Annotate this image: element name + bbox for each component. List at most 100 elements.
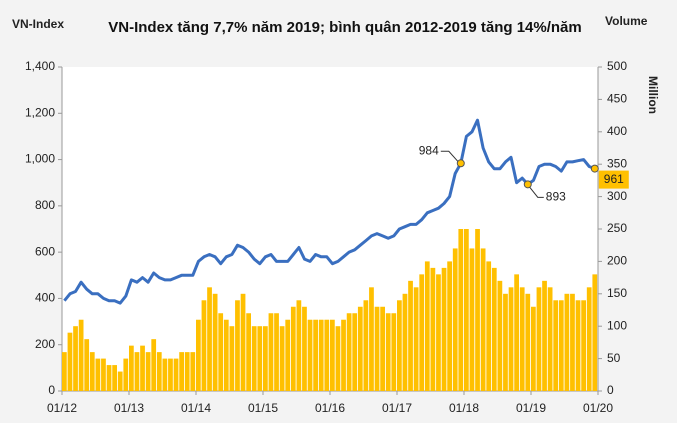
annotation-point <box>456 159 465 168</box>
volume-bar <box>581 300 586 391</box>
volume-bar <box>201 300 207 391</box>
volume-bar <box>352 313 358 391</box>
volume-bar <box>307 319 313 391</box>
y2-tick-label: 400 <box>607 124 627 138</box>
volume-bar <box>374 306 380 391</box>
volume-bar <box>385 313 391 391</box>
volume-bar <box>285 319 291 391</box>
y-tick-label: 1,000 <box>25 152 55 166</box>
volume-bar <box>531 306 536 391</box>
volume-bar <box>112 365 117 391</box>
volume-bar <box>408 280 413 391</box>
annotation-box <box>598 170 629 189</box>
volume-bar <box>218 313 224 391</box>
volume-bar <box>318 319 324 391</box>
y-tick-label: 1,400 <box>25 59 55 73</box>
volume-bar <box>419 274 425 391</box>
volume-bar <box>480 248 486 391</box>
volume-bar <box>296 300 302 391</box>
volume-bar <box>62 352 67 391</box>
volume-bar <box>475 229 480 391</box>
volume-bar <box>441 267 447 391</box>
y-tick-label: 1,200 <box>25 105 55 119</box>
y2-tick-label: 500 <box>607 59 627 73</box>
volume-bar <box>313 319 318 391</box>
index-line <box>63 118 596 305</box>
volume-bar <box>235 300 240 391</box>
volume-bar <box>145 352 151 391</box>
y2-axis-unit: Million <box>646 76 660 114</box>
x-tick-label: 01/17 <box>382 401 412 415</box>
volume-bar <box>212 293 218 391</box>
y-tick-label: 800 <box>35 198 55 212</box>
annotation-label: 984 <box>419 143 439 157</box>
volume-bar <box>151 339 157 391</box>
volume-bar <box>223 319 229 391</box>
y-tick-label: 600 <box>35 244 55 258</box>
volume-bar <box>263 326 268 391</box>
y2-tick-label: 0 <box>607 383 614 397</box>
volume-bar <box>335 326 341 391</box>
volume-bar <box>246 313 251 391</box>
x-tick-label: 01/15 <box>248 401 278 415</box>
volume-bar <box>196 319 201 391</box>
volume-bar <box>519 287 525 391</box>
volume-bar <box>536 287 542 391</box>
volume-bar <box>117 371 123 391</box>
volume-bar <box>101 358 106 391</box>
volume-bar <box>73 326 78 391</box>
volume-bar <box>430 267 436 391</box>
volume-bar <box>458 229 464 391</box>
y2-tick-label: 300 <box>607 189 627 203</box>
volume-bar <box>570 293 575 391</box>
volume-bar <box>346 313 352 391</box>
volume-bar <box>341 319 346 391</box>
volume-bar <box>508 287 514 391</box>
x-tick-label: 01/12 <box>47 401 77 415</box>
y2-tick-label: 250 <box>607 221 627 235</box>
volume-bar <box>402 293 408 391</box>
annotation-point <box>590 164 599 173</box>
volume-bar <box>380 306 385 391</box>
volume-bar <box>240 293 246 391</box>
volume-bar <box>207 287 212 391</box>
y2-tick-label: 200 <box>607 254 627 268</box>
volume-bar <box>190 352 196 391</box>
volume-bar <box>586 287 592 391</box>
volume-bar <box>486 261 492 391</box>
volume-bar <box>67 332 73 391</box>
volume-bar <box>369 287 374 391</box>
y2-tick-label: 150 <box>607 286 627 300</box>
y-tick-label: 0 <box>48 383 55 397</box>
volume-bar <box>514 274 519 391</box>
volume-bar <box>78 319 84 391</box>
y-tick-label: 200 <box>35 337 55 351</box>
volume-bar <box>564 293 570 391</box>
volume-bar <box>95 358 101 391</box>
volume-bar <box>268 313 274 391</box>
volume-bar <box>279 326 285 391</box>
volume-bar <box>134 352 140 391</box>
y2-axis-title: Volume <box>605 14 648 28</box>
annotation-label: 893 <box>546 190 566 204</box>
volume-bar <box>452 248 458 391</box>
annotation-leader <box>440 150 459 162</box>
x-tick-label: 01/18 <box>449 401 479 415</box>
annotation-point <box>523 180 532 189</box>
volume-bar <box>497 280 503 391</box>
volume-bar <box>179 352 184 391</box>
volume-bar <box>290 306 296 391</box>
volume-bar <box>173 358 179 391</box>
chart-title: VN-Index tăng 7,7% năm 2019; bình quân 2… <box>108 19 582 36</box>
volume-bar <box>257 326 263 391</box>
volume-bar <box>89 352 95 391</box>
volume-bar <box>156 352 162 391</box>
volume-bar <box>302 306 307 391</box>
volume-bar <box>558 300 564 391</box>
y2-tick-label: 50 <box>607 351 621 365</box>
volume-bar <box>363 300 369 391</box>
volume-bar <box>503 293 508 391</box>
volume-bar <box>229 326 235 391</box>
